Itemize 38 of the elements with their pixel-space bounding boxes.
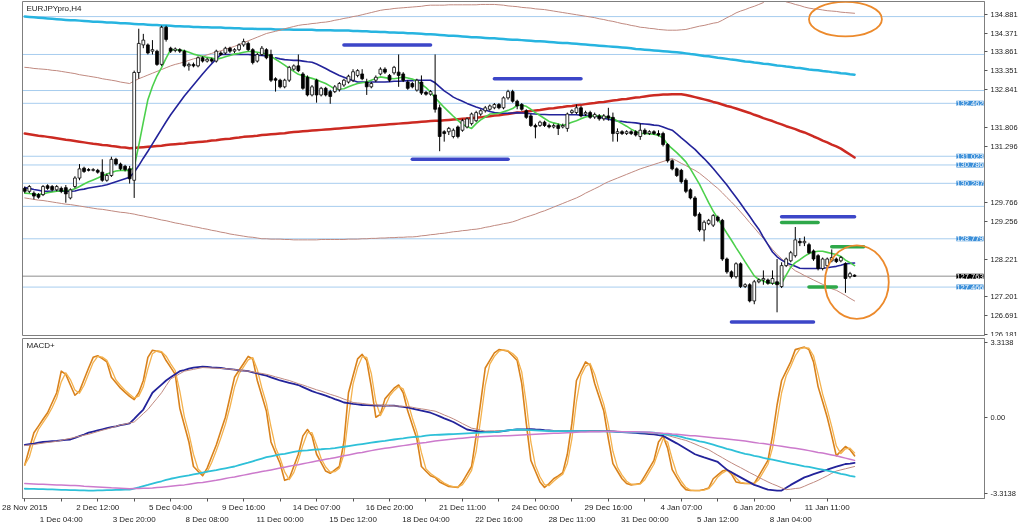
x-tick-label: 22 Dec 16:00: [475, 514, 524, 524]
candlestick: [779, 261, 784, 289]
x-tick-label: 28 Nov 2015: [2, 502, 49, 512]
x-tick-label: 6 Jan 20:00: [733, 502, 776, 512]
candlestick: [419, 74, 424, 96]
candlestick: [843, 261, 848, 294]
line-series: [24, 158, 856, 302]
x-tick-label: 28 Dec 11:00: [548, 514, 596, 524]
line-series: [23, 15, 856, 76]
x-tick-label: 18 Dec 04:00: [402, 514, 451, 524]
line-series: [23, 92, 856, 159]
x-tick-label: 29 Dec 16:00: [584, 502, 633, 512]
x-tick-label: 31 Dec 00:00: [621, 514, 670, 524]
candlestick: [109, 156, 114, 178]
x-tick-label: 14 Dec 07:00: [292, 502, 341, 512]
chart-title: EURJPYpro,H4: [26, 3, 83, 13]
candlestick: [314, 78, 319, 104]
x-tick-label: 5 Dec 04:00: [149, 502, 193, 512]
x-tick-label: 5 Jan 12:00: [696, 514, 740, 524]
x-tick-label: 3 Dec 20:00: [112, 514, 157, 524]
x-tick-label: 21 Dec 11:00: [438, 502, 487, 512]
x-tick-label: 2 Dec 12:00: [76, 502, 120, 512]
candlestick: [396, 53, 401, 88]
chart-title: MACD+: [26, 340, 56, 350]
x-tick-label: 11 Jan 11:00: [804, 502, 851, 512]
x-tick-label: 15 Dec 12:00: [329, 514, 378, 524]
x-tick-label: 1 Dec 04:00: [39, 514, 84, 524]
x-tick-label: 8 Jan 04:00: [769, 514, 813, 524]
x-tick-label: 16 Dec 20:00: [365, 502, 414, 512]
candlestick: [738, 261, 743, 289]
x-tick-label: 24 Dec 00:00: [511, 502, 560, 512]
candlestick: [793, 226, 798, 259]
x-tick-label: 9 Dec 16:00: [222, 502, 266, 512]
x-tick-label: 11 Dec 00:00: [256, 514, 305, 524]
candlestick: [752, 279, 757, 305]
candlestick: [100, 158, 105, 183]
x-tick-label: 4 Jan 07:00: [660, 502, 703, 512]
x-tick-label: 8 Dec 08:00: [185, 514, 230, 524]
